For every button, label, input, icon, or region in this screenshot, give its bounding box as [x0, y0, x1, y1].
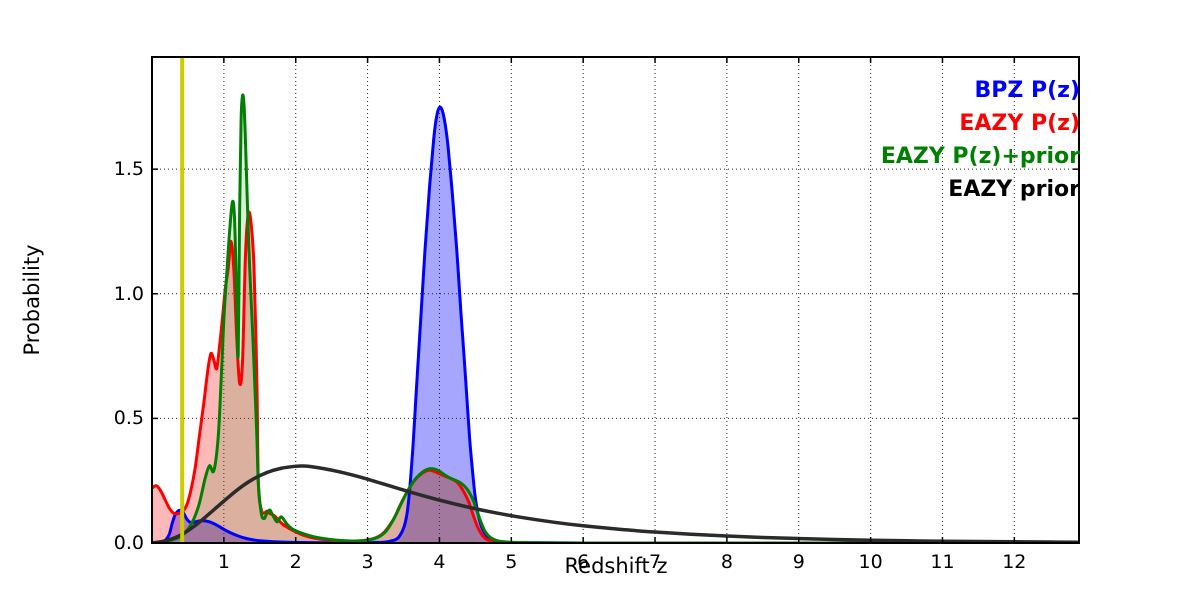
series-fill-eazy-p-z-	[152, 212, 1079, 543]
legend-entry-eazy-prior-combined: EAZY P(z)+prior	[880, 144, 1080, 169]
y-tick-label: 1.0	[113, 282, 144, 305]
x-tick-label: 1	[217, 551, 230, 573]
axis-ticks	[152, 57, 1079, 544]
x-tick-label: 8	[720, 551, 733, 573]
x-tick-label: 6	[577, 551, 590, 573]
grid-lines	[152, 57, 1079, 543]
data-series-group	[152, 93, 1079, 543]
x-axis-label: Redshift z	[564, 554, 668, 578]
x-tick-label: 5	[505, 551, 518, 573]
x-tick-label: 11	[930, 551, 955, 573]
x-tick-label: 7	[648, 551, 662, 573]
y-tick-label: 1.5	[113, 158, 144, 181]
x-tick-label: 3	[361, 551, 374, 573]
x-tick-label: 2	[289, 551, 302, 573]
x-tick-label: 12	[1002, 551, 1027, 573]
series-fill-bpz-p-z-	[152, 107, 1079, 543]
series-line-bpz-p-z-	[152, 105, 1079, 543]
x-tick-label: 9	[792, 551, 805, 573]
series-line-eazy-p-z-	[152, 210, 1079, 543]
legend-entry-bpz: BPZ P(z)	[974, 78, 1080, 103]
x-tick-label: 4	[433, 551, 446, 573]
y-tick-label: 0.5	[113, 407, 144, 430]
x-tick-label: 10	[858, 551, 883, 573]
series-line-eazy-prior	[152, 464, 1079, 543]
y-axis-label: Probability	[20, 244, 44, 356]
y-tick-label: 0.0	[113, 532, 144, 554]
legend-entry-eazy: EAZY P(z)	[959, 111, 1080, 136]
legend-entry-eazy-prior: EAZY prior	[948, 177, 1080, 202]
axes-frame	[151, 56, 1080, 544]
